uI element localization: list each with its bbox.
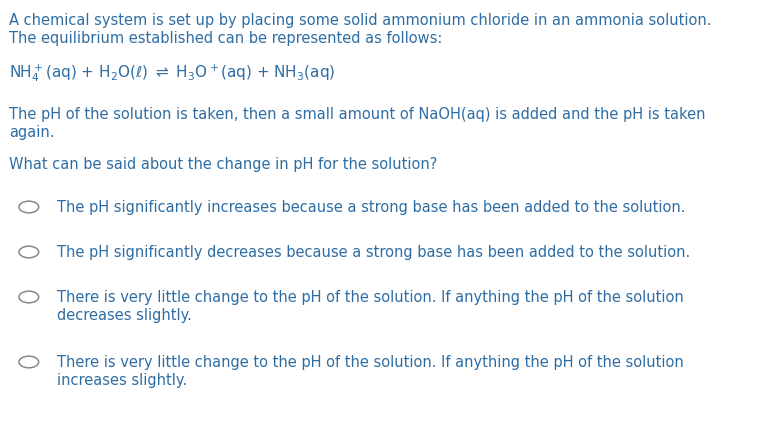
Text: The pH significantly increases because a strong base has been added to the solut: The pH significantly increases because a… — [57, 200, 685, 215]
Text: The pH of the solution is taken, then a small amount of NaOH(aq) is added and th: The pH of the solution is taken, then a … — [9, 107, 706, 122]
Text: The equilibrium established can be represented as follows:: The equilibrium established can be repre… — [9, 31, 443, 46]
Text: There is very little change to the pH of the solution. If anything the pH of the: There is very little change to the pH of… — [57, 290, 684, 305]
Text: NH$_4^+$(aq) + H$_2$O($\ell$) $\rightleftharpoons$ H$_3$O$^+$(aq) + NH$_3$(aq): NH$_4^+$(aq) + H$_2$O($\ell$) $\rightlef… — [9, 62, 335, 84]
Text: What can be said about the change in pH for the solution?: What can be said about the change in pH … — [9, 157, 437, 172]
Text: A chemical system is set up by placing some solid ammonium chloride in an ammoni: A chemical system is set up by placing s… — [9, 13, 712, 28]
Text: increases slightly.: increases slightly. — [57, 373, 187, 388]
Text: There is very little change to the pH of the solution. If anything the pH of the: There is very little change to the pH of… — [57, 355, 684, 370]
Text: decreases slightly.: decreases slightly. — [57, 308, 192, 323]
Text: The pH significantly decreases because a strong base has been added to the solut: The pH significantly decreases because a… — [57, 245, 690, 260]
Text: again.: again. — [9, 125, 55, 140]
